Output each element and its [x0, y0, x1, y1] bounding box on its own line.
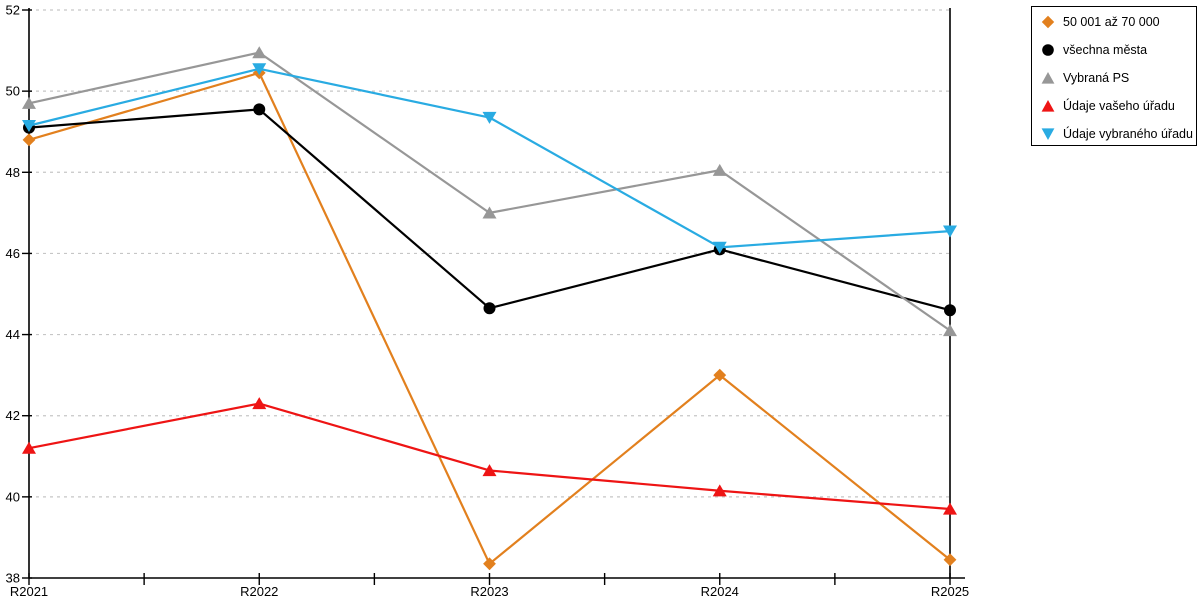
data-point-marker — [712, 163, 727, 176]
legend-label: Vybraná PS — [1063, 71, 1130, 85]
series-line — [28, 402, 951, 511]
axis-tick-label: 46 — [6, 246, 20, 261]
data-point-marker — [943, 502, 957, 515]
axis-tick-label: R2024 — [701, 584, 739, 599]
axis-tick-label: 52 — [6, 3, 20, 18]
data-point-marker — [483, 302, 496, 315]
legend-item: Údaje vybraného úřadu — [1041, 120, 1196, 145]
data-point-marker — [943, 225, 957, 238]
legend-label: 50 001 až 70 000 — [1063, 15, 1160, 29]
data-point-marker — [253, 103, 266, 116]
circle-icon — [1042, 44, 1054, 56]
data-point-marker — [252, 397, 267, 410]
axis-tick-label: R2022 — [240, 584, 278, 599]
legend-item: Údaje vašeho úřadu — [1041, 92, 1196, 120]
data-point-marker — [943, 324, 957, 337]
series-line — [28, 71, 951, 565]
series-line — [28, 67, 951, 249]
data-point-marker — [252, 63, 267, 76]
data-point-marker — [482, 464, 497, 477]
data-point-marker — [22, 96, 36, 109]
legend-item: Vybraná PS — [1041, 64, 1196, 92]
legend: 50 001 až 70 000 všechna města Vybraná P… — [1031, 6, 1197, 146]
axis-tick-label: 38 — [6, 571, 20, 586]
data-point-marker — [22, 441, 36, 454]
legend-label: Údaje vašeho úřadu — [1063, 99, 1175, 113]
diamond-icon — [1041, 15, 1055, 29]
data-point-marker — [22, 133, 36, 147]
triangle-down-icon — [1041, 128, 1055, 140]
axis-tick-label: R2021 — [10, 584, 48, 599]
data-point-marker — [22, 120, 36, 133]
axis-tick-label: 48 — [6, 165, 20, 180]
axis-tick-label: 44 — [6, 327, 20, 342]
legend-label: všechna města — [1063, 43, 1148, 57]
series-line — [28, 51, 951, 332]
axis-tick-label: 40 — [6, 489, 20, 504]
axis-tick-label: R2025 — [931, 584, 969, 599]
axis-tick-label: 50 — [6, 84, 20, 99]
data-point-marker — [482, 206, 497, 219]
data-point-marker — [943, 553, 957, 567]
legend-label: Údaje vybraného úřadu — [1063, 127, 1193, 141]
data-point-marker — [483, 557, 496, 571]
data-point-marker — [712, 241, 727, 254]
data-point-marker — [944, 304, 956, 317]
legend-item: všechna města — [1041, 36, 1196, 64]
data-point-marker — [713, 368, 727, 382]
triangle-up-icon — [1041, 100, 1055, 112]
data-point-marker — [712, 484, 727, 497]
axis-tick-label: R2023 — [470, 584, 508, 599]
legend-item: 50 001 až 70 000 — [1041, 8, 1196, 36]
data-point-marker — [482, 111, 497, 124]
triangle-up-icon — [1041, 72, 1055, 84]
axis-tick-label: 42 — [6, 408, 20, 423]
data-point-marker — [252, 46, 267, 59]
